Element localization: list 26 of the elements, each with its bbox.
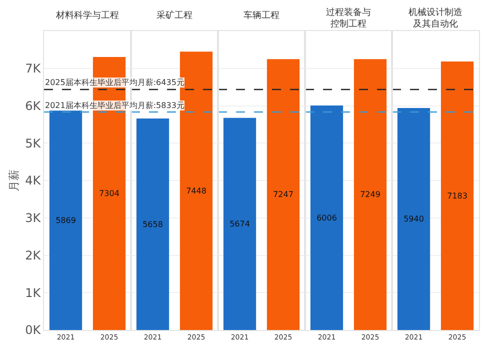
chart-title: 采矿工程 xyxy=(156,10,192,22)
ref-line-label: 2025届本科生毕业后平均月薪:6435元 xyxy=(45,78,184,87)
y-axis-title: 月薪 xyxy=(8,170,21,192)
y-tick-label: 5K xyxy=(25,136,42,150)
data-label: 5869 xyxy=(56,216,76,225)
data-label: 7249 xyxy=(360,190,380,200)
ref-line-label: 2021届本科生毕业后平均月薪:5833元 xyxy=(45,101,184,110)
data-label: 5674 xyxy=(230,219,250,228)
y-tick-label: 1K xyxy=(25,286,42,300)
data-label: 5940 xyxy=(404,214,424,224)
data-label: 7183 xyxy=(447,191,468,200)
chart-title: 机械设计制造及其自动化 xyxy=(408,7,462,30)
data-label: 7304 xyxy=(99,189,120,198)
y-tick-label: 0K xyxy=(25,323,42,338)
data-label: 6006 xyxy=(316,213,337,222)
data-label: 7247 xyxy=(273,190,294,200)
y-tick-label: 6K xyxy=(25,98,42,113)
data-label: 7448 xyxy=(186,186,206,196)
chart-title: 过程装备与控制工程 xyxy=(326,7,371,30)
data-label: 5658 xyxy=(142,220,163,229)
chart-title: 材料科学与工程 xyxy=(55,10,119,22)
y-tick-label: 7K xyxy=(25,62,42,76)
y-tick-label: 2K xyxy=(25,248,42,262)
chart-title: 车辆工程 xyxy=(244,10,280,22)
y-tick-label: 4K xyxy=(25,174,42,188)
y-tick-label: 3K xyxy=(25,211,42,226)
